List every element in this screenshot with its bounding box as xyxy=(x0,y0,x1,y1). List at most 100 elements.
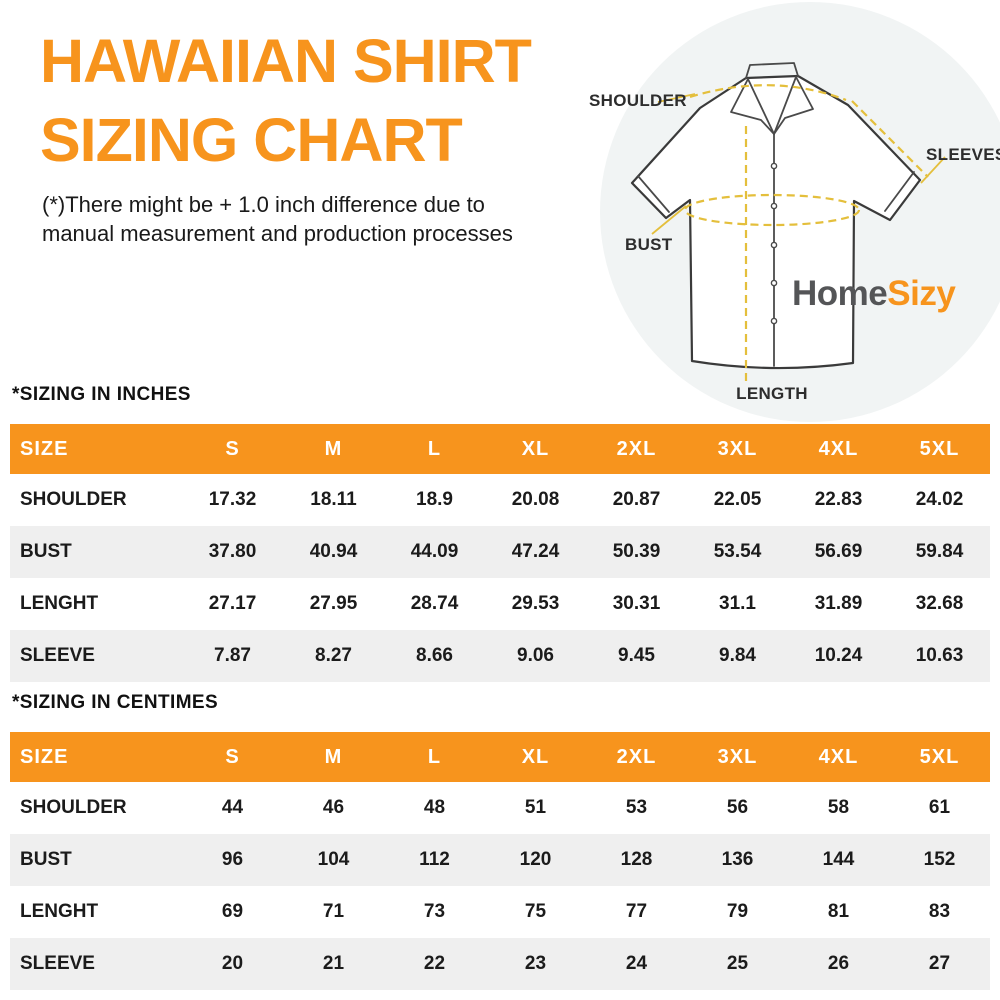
row-label: SHOULDER xyxy=(20,489,127,510)
size-value-cell: 61 xyxy=(928,797,951,818)
collar-right-lapel xyxy=(773,76,814,135)
column-header: SIZE xyxy=(10,424,182,474)
size-value-cell: 10.24 xyxy=(814,645,863,666)
row-label: LENGHT xyxy=(20,593,99,614)
size-value-cell: 56 xyxy=(726,797,749,818)
size-value-cell: 48 xyxy=(423,797,446,818)
size-value-cell: 69 xyxy=(221,901,244,922)
inches-section-heading: *SIZING IN INCHES xyxy=(12,384,191,405)
table-row: SHOULDER 17.32 18.11 18.9 20.08 20.87 22.05 22.… xyxy=(10,474,990,526)
size-value-cell: 56.69 xyxy=(814,541,863,562)
collar-right-v xyxy=(773,76,797,135)
column-header: S xyxy=(182,424,283,474)
centimeters-size-table: SIZE S M L XL 2XL 3XL 4XL 5XL SHOULDER 44 46 48 51 53 5… xyxy=(10,732,990,990)
size-value-cell: 37.80 xyxy=(208,541,257,562)
centimeters-section-heading: *SIZING IN CENTIMES xyxy=(12,692,219,713)
table-row: LENGHT 27.17 27.95 28.74 29.53 30.31 31.1 31.89… xyxy=(10,578,990,630)
size-value-cell: 22.83 xyxy=(814,489,863,510)
bust-label: BUST xyxy=(625,235,673,254)
column-header: SIZE xyxy=(10,732,182,782)
size-value-cell: 25 xyxy=(726,953,749,974)
bust-leader-line xyxy=(651,205,687,235)
sleeves-label: SLEEVES xyxy=(926,145,1000,164)
collar-left-v xyxy=(747,78,775,135)
table-row: BUST 37.80 40.94 44.09 47.24 50.39 53.54 56.69 5… xyxy=(10,526,990,578)
table-row: SLEEVE 7.87 8.27 8.66 9.06 9.45 9.84 10.24 10.63 xyxy=(10,630,990,682)
size-value-cell: 59.84 xyxy=(915,541,964,562)
size-value-cell: 18.11 xyxy=(310,489,357,510)
size-value-cell: 40.94 xyxy=(309,541,358,562)
size-value-cell: 22.05 xyxy=(713,489,762,510)
button xyxy=(770,279,778,287)
sleeve-measure-dash xyxy=(851,100,929,178)
size-value-cell: 152 xyxy=(923,849,956,870)
size-value-cell: 47.24 xyxy=(511,541,560,562)
row-label: LENGHT xyxy=(20,901,99,922)
size-value-cell: 44.09 xyxy=(410,541,459,562)
row-label: SHOULDER xyxy=(20,797,127,818)
size-value-cell: 50.39 xyxy=(612,541,661,562)
length-label: LENGTH xyxy=(736,384,808,403)
size-value-cell: 81 xyxy=(827,901,850,922)
logo-text-home: Home xyxy=(792,274,888,313)
size-value-cell: 27 xyxy=(928,953,951,974)
size-value-cell: 51 xyxy=(524,797,547,818)
size-value-cell: 24.02 xyxy=(915,489,964,510)
column-header: 3XL xyxy=(687,424,788,474)
table-row: BUST 96 104 112 120 128 136 144 152 xyxy=(10,834,990,886)
button xyxy=(770,162,778,170)
inches-size-table: SIZE S M L XL 2XL 3XL 4XL 5XL SHOULDER 17.32 18.11 1… xyxy=(10,424,990,682)
size-value-cell: 8.27 xyxy=(315,645,352,666)
size-value-cell: 20 xyxy=(221,953,244,974)
size-value-cell: 83 xyxy=(928,901,951,922)
homesizy-logo: HomeSizy xyxy=(792,274,956,314)
table-row: SLEEVE 20 21 22 23 24 25 26 27 xyxy=(10,938,990,990)
collar-left-lapel xyxy=(730,78,775,135)
shoulder-measure-dash xyxy=(689,84,847,102)
table-header-row: SIZE S M L XL 2XL 3XL 4XL 5XL xyxy=(10,424,990,474)
size-value-cell: 96 xyxy=(221,849,244,870)
column-header: XL xyxy=(485,424,586,474)
column-header: 2XL xyxy=(586,732,687,782)
size-value-cell: 27.17 xyxy=(208,593,257,614)
column-header: XL xyxy=(485,732,586,782)
size-value-cell: 20.87 xyxy=(612,489,661,510)
column-header: 2XL xyxy=(586,424,687,474)
page-subtitle: (*)There might be + 1.0 inch difference … xyxy=(42,192,513,246)
shirt-diagram xyxy=(630,62,946,382)
button xyxy=(770,202,778,210)
button xyxy=(770,317,778,325)
column-header: M xyxy=(283,424,384,474)
column-header: 4XL xyxy=(788,424,889,474)
size-value-cell: 27.95 xyxy=(309,593,358,614)
size-value-cell: 9.06 xyxy=(517,645,554,666)
size-value-cell: 21 xyxy=(322,953,345,974)
size-value-cell: 75 xyxy=(524,901,547,922)
left-cuff-seam xyxy=(637,175,670,213)
column-header: 5XL xyxy=(889,424,990,474)
size-value-cell: 71 xyxy=(322,901,345,922)
size-value-cell: 23 xyxy=(524,953,547,974)
size-value-cell: 53.54 xyxy=(713,541,762,562)
collar-back xyxy=(745,62,799,79)
size-value-cell: 73 xyxy=(423,901,446,922)
size-value-cell: 53 xyxy=(625,797,648,818)
size-value-cell: 46 xyxy=(322,797,345,818)
size-value-cell: 104 xyxy=(317,849,350,870)
row-label: BUST xyxy=(20,541,72,562)
size-value-cell: 128 xyxy=(620,849,653,870)
size-value-cell: 32.68 xyxy=(915,593,964,614)
size-value-cell: 120 xyxy=(519,849,552,870)
shoulder-leader-line xyxy=(657,93,696,103)
size-value-cell: 17.32 xyxy=(208,489,257,510)
size-value-cell: 8.66 xyxy=(416,645,453,666)
row-label: SLEEVE xyxy=(20,953,95,974)
size-value-cell: 24 xyxy=(625,953,648,974)
size-value-cell: 79 xyxy=(726,901,749,922)
size-value-cell: 144 xyxy=(822,849,855,870)
size-value-cell: 22 xyxy=(423,953,446,974)
size-value-cell: 29.53 xyxy=(511,593,560,614)
size-value-cell: 112 xyxy=(419,849,450,870)
column-header: S xyxy=(182,732,283,782)
